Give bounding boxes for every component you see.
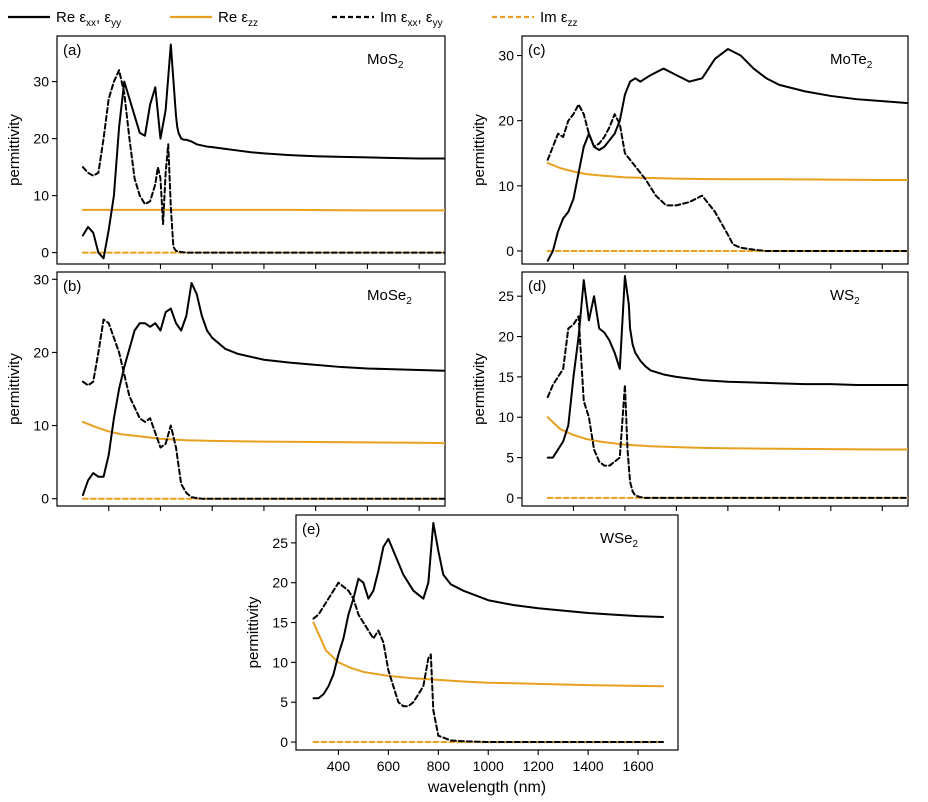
series-line-re-zz	[81, 420, 445, 445]
axes-frame	[56, 35, 446, 265]
material-label: WSe2	[600, 530, 639, 550]
panel-label: (d)	[528, 278, 546, 295]
panels: 0 10 20 30 permittivity (a) MoS2 0 10 20 30 permitt…	[6, 35, 909, 796]
y-tick-label: 10	[498, 409, 514, 425]
panel-label: (a)	[63, 42, 81, 59]
legend-item-im_xx: Im εxx, εyy	[332, 9, 443, 29]
y-tick-label: 10	[33, 188, 49, 204]
x-tick-label: 600	[377, 758, 401, 774]
legend-item-re_xx: Re εxx, εyy	[8, 9, 121, 29]
y-tick-label: 20	[498, 113, 514, 129]
y-tick-label: 20	[33, 344, 49, 360]
x-axis-label: wavelength (nm)	[427, 779, 546, 796]
axes-frame	[521, 35, 909, 265]
series-line-im-xx	[312, 581, 665, 744]
axes-frame	[521, 271, 909, 507]
y-tick-label: 10	[498, 178, 514, 194]
material-label: MoTe2	[830, 51, 873, 71]
panel-a: 0 10 20 30 permittivity (a) MoS2	[6, 35, 446, 269]
series-line-im-xx	[546, 315, 908, 499]
legend-label: Im εzz	[540, 9, 578, 29]
series-line-re-zz	[546, 162, 908, 181]
axes-frame	[56, 271, 446, 507]
series-line-re-xx	[546, 275, 908, 459]
legend-item-re_zz: Re εzz	[170, 9, 258, 29]
axes-frame	[295, 514, 679, 751]
material-label: WS2	[830, 287, 860, 307]
y-tick-label: 30	[33, 271, 49, 287]
x-tick-label: 400	[327, 758, 351, 774]
x-tick-label: 1000	[473, 758, 504, 774]
x-tick-label: 800	[427, 758, 451, 774]
series-line-re-zz	[546, 416, 908, 451]
y-tick-label: 0	[506, 490, 514, 506]
y-tick-label: 10	[33, 418, 49, 434]
y-axis-label: permittivity	[6, 114, 23, 186]
y-tick-label: 20	[272, 575, 288, 591]
x-tick-label: 1200	[523, 758, 554, 774]
y-tick-label: 5	[280, 694, 288, 710]
y-tick-label: 25	[498, 288, 514, 304]
y-tick-label: 30	[498, 48, 514, 64]
panel-d: 0 5 10 15 20 25 permittivity (d) WS2	[471, 271, 909, 511]
panel-label: (e)	[302, 521, 320, 538]
y-tick-label: 15	[498, 369, 514, 385]
series-line-re-xx	[546, 48, 908, 262]
series-line-re-zz	[312, 621, 665, 688]
panel-e: 0 5 10 15 20 25 400 600 800 1000 1200 1400 1600 permi…	[245, 514, 679, 796]
y-tick-label: 10	[272, 654, 288, 670]
series-line-im-xx	[81, 69, 445, 254]
panel-b: 0 10 20 30 permittivity (b) MoSe2	[6, 271, 446, 511]
panel-c: 0 10 20 30 permittivity (c) MoTe2	[471, 35, 909, 269]
legend: Re εxx, εyy Re εzz Im εxx, εyy Im εzz	[8, 9, 578, 29]
legend-label: Im εxx, εyy	[380, 9, 443, 29]
series-line-re-xx	[312, 521, 665, 700]
y-tick-label: 0	[506, 243, 514, 259]
series-line-im-xx	[81, 318, 445, 500]
x-tick-label: 1600	[622, 758, 653, 774]
y-axis-label: permittivity	[471, 353, 488, 425]
material-label: MoSe2	[367, 287, 412, 307]
y-axis-label: permittivity	[6, 353, 23, 425]
y-tick-label: 20	[33, 131, 49, 147]
y-axis-label: permittivity	[245, 596, 262, 668]
y-tick-label: 25	[272, 535, 288, 551]
panel-label: (c)	[528, 42, 546, 59]
series-line-re-zz	[81, 208, 445, 212]
y-tick-label: 15	[272, 615, 288, 631]
series-line-re-xx	[81, 281, 445, 497]
y-tick-label: 20	[498, 329, 514, 345]
y-tick-label: 0	[41, 491, 49, 507]
series-line-re-xx	[81, 43, 445, 260]
y-tick-label: 5	[506, 450, 514, 466]
legend-label: Re εxx, εyy	[56, 9, 121, 29]
x-tick-label: 1400	[573, 758, 604, 774]
y-axis-label: permittivity	[471, 114, 488, 186]
y-tick-label: 30	[33, 74, 49, 90]
y-tick-label: 0	[41, 245, 49, 261]
legend-label: Re εzz	[218, 9, 258, 29]
series-line-im-xx	[546, 103, 908, 252]
material-label: MoS2	[367, 51, 404, 71]
y-tick-label: 0	[280, 734, 288, 750]
legend-item-im_zz: Im εzz	[492, 9, 578, 29]
panel-label: (b)	[63, 278, 81, 295]
